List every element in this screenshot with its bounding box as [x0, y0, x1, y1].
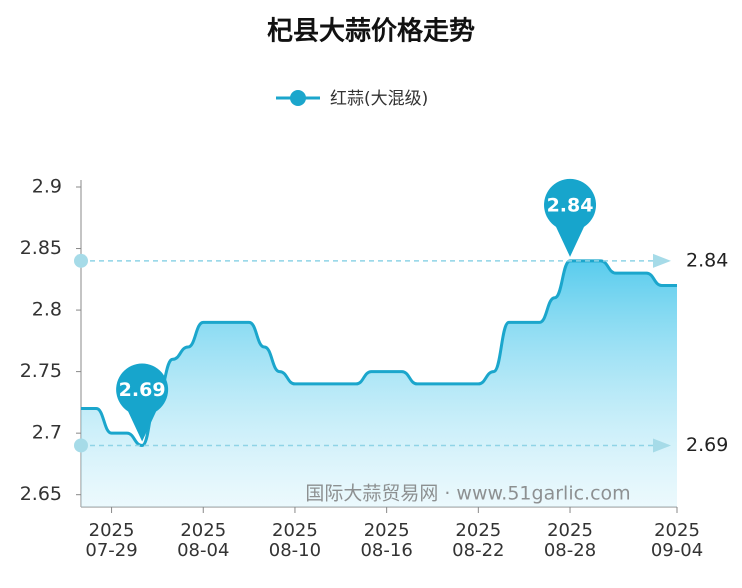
x-tick-label: 2025 08-22: [452, 520, 504, 561]
area: [81, 260, 677, 507]
x-tick-label: 2025 08-28: [544, 520, 596, 561]
y-tick-label: 2.75: [20, 360, 62, 382]
y-tick-label: 2.8: [32, 299, 62, 321]
reference-arrow: [653, 438, 671, 453]
chart-title: 杞县大蒜价格走势: [267, 16, 475, 47]
x-tick-label: 2025 07-29: [85, 520, 137, 561]
reference-dot: [74, 438, 88, 453]
y-tick-label: 2.85: [20, 237, 62, 259]
x-tick-label: 2025 09-04: [651, 520, 703, 561]
reference-dot: [74, 253, 88, 268]
pin: [544, 178, 597, 257]
reference-arrow: [653, 253, 671, 268]
reference-label: 2.84: [686, 249, 728, 271]
pin: [116, 363, 169, 442]
y-tick-label: 2.9: [32, 176, 62, 198]
y-tick-label: 2.7: [32, 422, 62, 444]
watermark: 国际大蒜贸易网 · www.51garlic.com: [305, 483, 630, 505]
x-tick-label: 2025 08-10: [269, 520, 321, 561]
reference-label: 2.69: [686, 434, 728, 456]
y-tick-label: 2.65: [20, 483, 62, 505]
x-tick-label: 2025 08-16: [360, 520, 412, 561]
pin-label: 2.69: [119, 379, 166, 401]
legend-label: 红蒜(大混级): [330, 89, 428, 109]
legend-marker: [290, 90, 306, 106]
x-tick-label: 2025 08-04: [177, 520, 229, 561]
pin-label: 2.84: [547, 194, 594, 216]
